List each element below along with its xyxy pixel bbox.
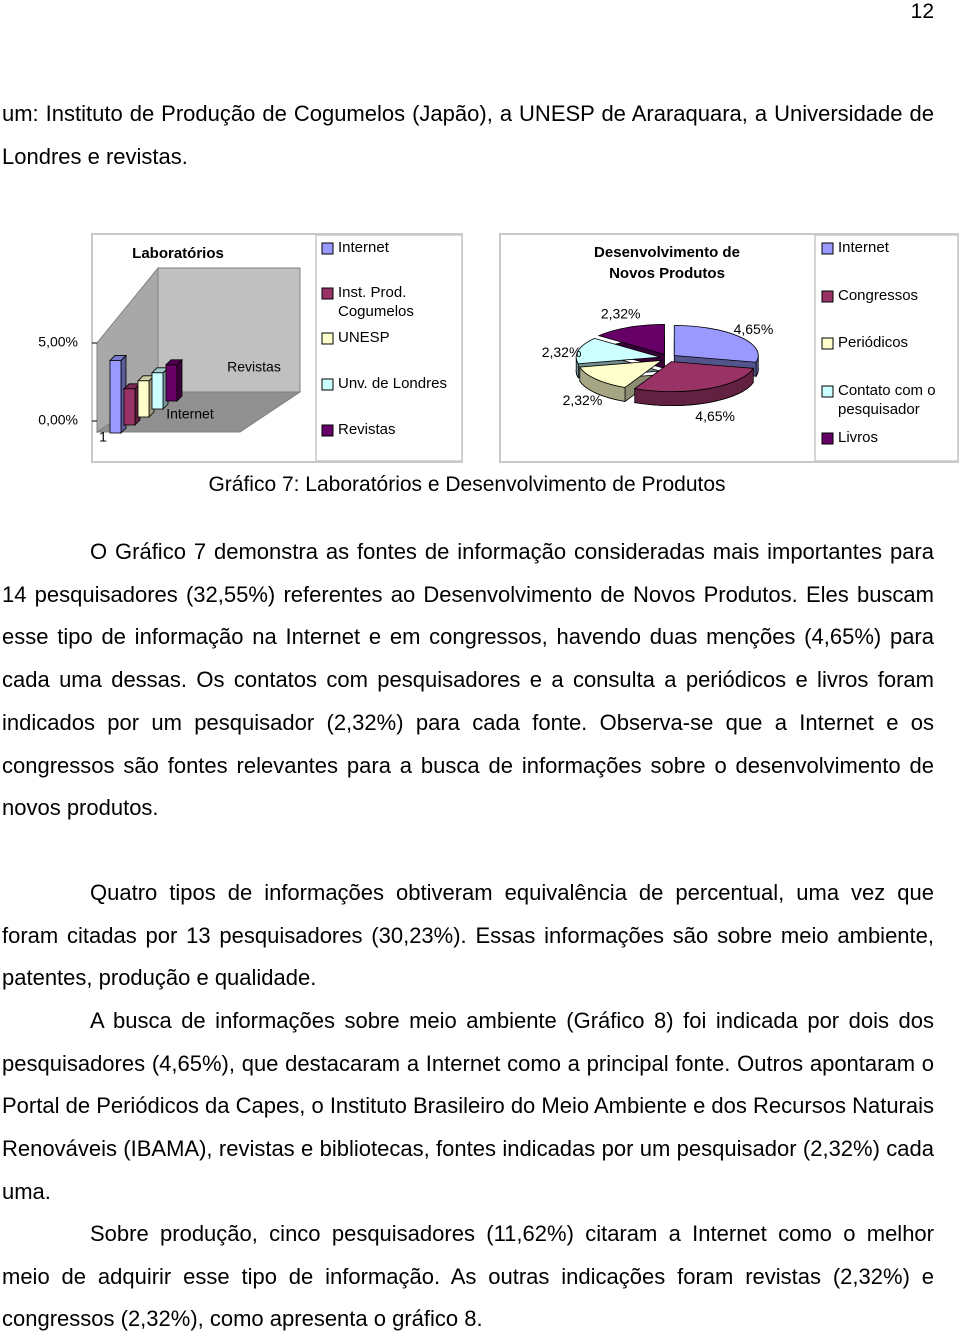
legend-label: Internet [838,239,889,256]
legend-swatch [821,290,834,303]
depth-tick-label: Revistas [227,359,281,375]
legend-label: Livros [838,429,879,446]
bar-side [176,358,183,402]
pie-slice [633,361,755,393]
paragraph: A busca de informações sobre meio ambien… [2,1008,934,1204]
paragraph: um: Instituto de Produção de Cogumelos (… [2,101,934,169]
pie-slice [575,337,661,365]
legend-label: Periódicos [838,334,909,351]
bar [165,364,178,402]
legend-label: Inst. Prod. Cogumelos [338,284,414,320]
legend-frame [814,234,959,462]
y-tick-label: 0,00% [38,412,78,428]
pie-slice [673,325,759,363]
legend-label: Contato com o pesquisador [838,382,936,418]
data-label: 2,32% [601,305,641,321]
x-tick-label: 1 [99,429,107,445]
legend-label: Internet [338,239,389,256]
legend-swatch [821,337,834,350]
legend-swatch [821,385,834,398]
legend-swatch [321,287,334,300]
bar [109,360,122,434]
charts: 0,00% 5,00% 1 Internet Revistas 4,65% 4,65% 2,3… [38,233,959,463]
data-label: 2,32% [563,392,603,408]
legend-swatch [321,378,334,391]
data-label: 2,32% [542,344,582,360]
paragraph: O Gráfico 7 demonstra as fontes de infor… [2,539,934,821]
paragraph: Sobre produção, cinco pesquisadores (11,… [2,1221,934,1332]
bar [137,380,150,418]
data-label: 4,65% [695,408,735,424]
paragraph: Quatro tipos de informações obtiveram eq… [2,880,934,991]
legend-label: Congressos [838,287,919,304]
bar [123,388,136,426]
legend-swatch [321,242,334,255]
legend-swatch [321,424,334,437]
chart-title: Desenvolvimento de Novos Produtos [594,244,740,282]
legend-label: Revistas [338,421,396,438]
pie-slice [579,359,664,388]
y-tick-label: 5,00% [38,334,78,350]
pie-slice [597,323,665,355]
legend-label: Unv. de Londres [338,375,447,392]
legend-swatch [821,242,834,255]
page-number: 12 [910,0,934,23]
legend-label: UNESP [338,329,390,346]
legend-swatch [821,432,834,445]
legend-swatch [321,332,334,345]
data-label: 4,65% [734,321,774,337]
legend-frame [315,234,463,462]
bar [151,372,164,410]
chart-title: Laboratórios [132,245,224,262]
figure-caption: Gráfico 7: Laboratórios e Desenvolviment… [208,473,726,496]
depth-tick-label: Internet [166,406,214,422]
